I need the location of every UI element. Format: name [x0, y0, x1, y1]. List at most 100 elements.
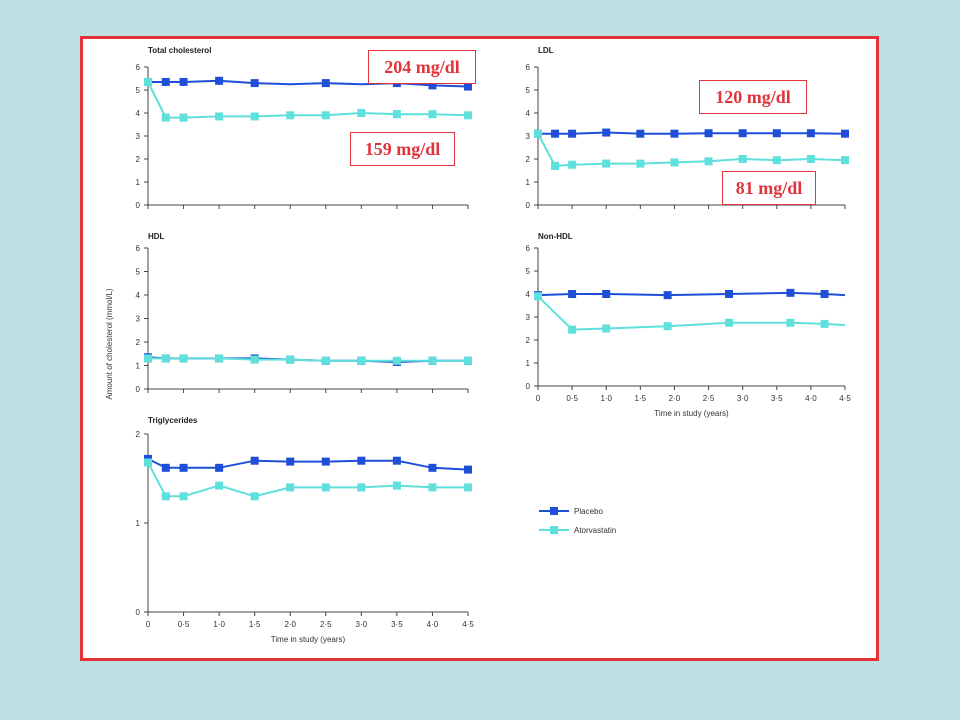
data-point-placebo-tg — [464, 465, 472, 474]
data-point-placebo-total — [321, 79, 330, 88]
data-point-placebo-ldl — [636, 129, 645, 138]
x-tick-label-tg: 3·0 — [356, 620, 368, 629]
figure-frame: Total cholesterol 0 1 2 3 4 5 6 LDL 0 1 2 3 4 5 6 HDL 0 1 2… — [80, 36, 879, 661]
y-tick-label-total: 0 — [136, 201, 141, 210]
x-tick-label-tg: 1·5 — [249, 620, 261, 629]
data-point-atorvastatin-tg — [428, 483, 437, 492]
data-point-atorvastatin-nonhdl — [602, 324, 611, 333]
data-point-placebo-nonhdl — [663, 291, 672, 300]
y-tick-label-total: 1 — [136, 178, 141, 187]
data-point-atorvastatin-hdl — [321, 356, 330, 365]
data-point-atorvastatin-ldl — [670, 158, 679, 167]
y-tick-label-total: 5 — [136, 86, 141, 95]
x-axis-label-tg: Time in study (years) — [271, 635, 346, 644]
data-point-atorvastatin-total — [250, 112, 259, 121]
y-tick-label-ldl: 5 — [526, 86, 531, 95]
data-point-atorvastatin-tg — [392, 481, 401, 490]
x-tick-label-nonhdl: 4·0 — [805, 394, 817, 403]
data-point-atorvastatin-total — [357, 109, 366, 117]
data-point-placebo-ldl — [568, 129, 577, 138]
data-point-atorvastatin-ldl — [534, 129, 542, 138]
data-point-atorvastatin-nonhdl — [725, 318, 734, 327]
data-point-atorvastatin-hdl — [144, 354, 152, 363]
x-tick-label-nonhdl: 2·5 — [703, 394, 715, 403]
data-point-placebo-ldl — [551, 129, 560, 138]
data-point-placebo-nonhdl — [820, 290, 829, 298]
data-point-atorvastatin-total — [215, 112, 224, 121]
data-point-atorvastatin-tg — [286, 483, 295, 492]
y-tick-label-total: 3 — [136, 132, 141, 141]
data-point-atorvastatin-hdl — [286, 355, 295, 364]
data-point-atorvastatin-nonhdl — [786, 318, 795, 327]
data-point-atorvastatin-hdl — [179, 354, 188, 363]
y-tick-label-hdl: 4 — [136, 291, 141, 300]
data-point-atorvastatin-nonhdl — [820, 319, 829, 328]
x-tick-label-nonhdl: 1·5 — [635, 394, 647, 403]
series-line-placebo-ldl — [538, 131, 846, 135]
data-point-atorvastatin-tg — [464, 483, 472, 492]
chart-title-nonhdl: Non-HDL — [538, 232, 573, 241]
x-tick-label-tg: 4·5 — [462, 620, 474, 629]
series-line-atorvastatin-ldl — [537, 133, 846, 167]
y-tick-label-tg: 0 — [136, 608, 141, 617]
y-tick-label-nonhdl: 6 — [526, 244, 531, 253]
x-tick-label-tg: 0·5 — [178, 620, 190, 629]
y-tick-label-ldl: 2 — [526, 155, 531, 164]
y-tick-label-nonhdl: 2 — [526, 336, 531, 345]
data-point-placebo-nonhdl — [786, 288, 795, 297]
legend-marker-atorvastatin — [550, 526, 558, 534]
chart-title-hdl: HDL — [148, 232, 165, 241]
y-tick-label-tg: 2 — [136, 430, 141, 439]
data-point-placebo-ldl — [670, 129, 679, 138]
chart-nonhdl: Non-HDL 0 1 2 3 4 5 6 0 0·5 1·0 1·5 2·0 2·5 3·0 3·5 4·0 4… — [526, 232, 852, 418]
data-point-atorvastatin-ldl — [806, 155, 815, 163]
data-point-atorvastatin-total — [161, 113, 170, 122]
data-point-placebo-total — [428, 81, 437, 90]
data-point-placebo-ldl — [841, 129, 849, 138]
data-point-atorvastatin-hdl — [215, 354, 224, 363]
data-point-atorvastatin-nonhdl — [534, 292, 542, 301]
chart-ldl: LDL 0 1 2 3 4 5 6 — [526, 46, 849, 210]
data-point-placebo-total — [161, 77, 170, 86]
y-tick-label-ldl: 4 — [526, 109, 531, 118]
y-tick-label-tg: 1 — [136, 519, 141, 528]
y-tick-label-hdl: 5 — [136, 268, 141, 277]
x-tick-label-nonhdl: 3·0 — [737, 394, 749, 403]
data-point-atorvastatin-total — [464, 111, 472, 120]
data-point-atorvastatin-tg — [144, 458, 152, 467]
data-point-placebo-tg — [250, 456, 259, 465]
callout-total-atorvastatin: 159 mg/dl — [350, 132, 455, 166]
data-point-placebo-tg — [428, 463, 437, 472]
data-point-atorvastatin-ldl — [738, 155, 747, 163]
data-point-placebo-total — [464, 82, 472, 91]
data-point-atorvastatin-total — [428, 110, 437, 119]
y-tick-label-nonhdl: 5 — [526, 267, 531, 276]
series-line-atorvastatin-hdl — [148, 357, 468, 362]
y-tick-label-nonhdl: 4 — [526, 290, 531, 299]
series-line-atorvastatin-total — [147, 81, 469, 119]
data-point-placebo-ldl — [772, 129, 781, 138]
y-tick-label-nonhdl: 0 — [526, 382, 531, 391]
data-point-placebo-total — [250, 79, 259, 88]
x-tick-label-nonhdl: 2·0 — [669, 394, 681, 403]
chart-tg: Triglycerides 0 1 2 0 0·5 1·0 1·5 2·0 2·5 3·0 3·5 4·… — [136, 416, 475, 644]
data-point-atorvastatin-hdl — [464, 356, 472, 365]
data-point-atorvastatin-total — [286, 111, 295, 120]
data-point-placebo-tg — [321, 457, 330, 466]
series-line-placebo-nonhdl — [537, 291, 846, 297]
data-point-placebo-total — [215, 76, 224, 85]
x-tick-label-tg: 2·0 — [284, 620, 296, 629]
data-point-atorvastatin-hdl — [161, 354, 170, 363]
data-point-placebo-tg — [179, 463, 188, 472]
data-point-atorvastatin-total — [179, 113, 188, 122]
data-point-atorvastatin-ldl — [772, 156, 781, 165]
data-point-atorvastatin-tg — [161, 492, 170, 501]
y-tick-label-hdl: 1 — [136, 362, 141, 371]
data-point-atorvastatin-tg — [179, 492, 188, 501]
legend: Placebo Atorvastatin — [539, 507, 616, 535]
x-tick-label-nonhdl: 0·5 — [566, 394, 578, 403]
data-point-placebo-nonhdl — [568, 290, 577, 298]
data-point-placebo-tg — [215, 463, 224, 472]
y-tick-label-hdl: 2 — [136, 338, 141, 347]
y-tick-label-total: 2 — [136, 155, 141, 164]
